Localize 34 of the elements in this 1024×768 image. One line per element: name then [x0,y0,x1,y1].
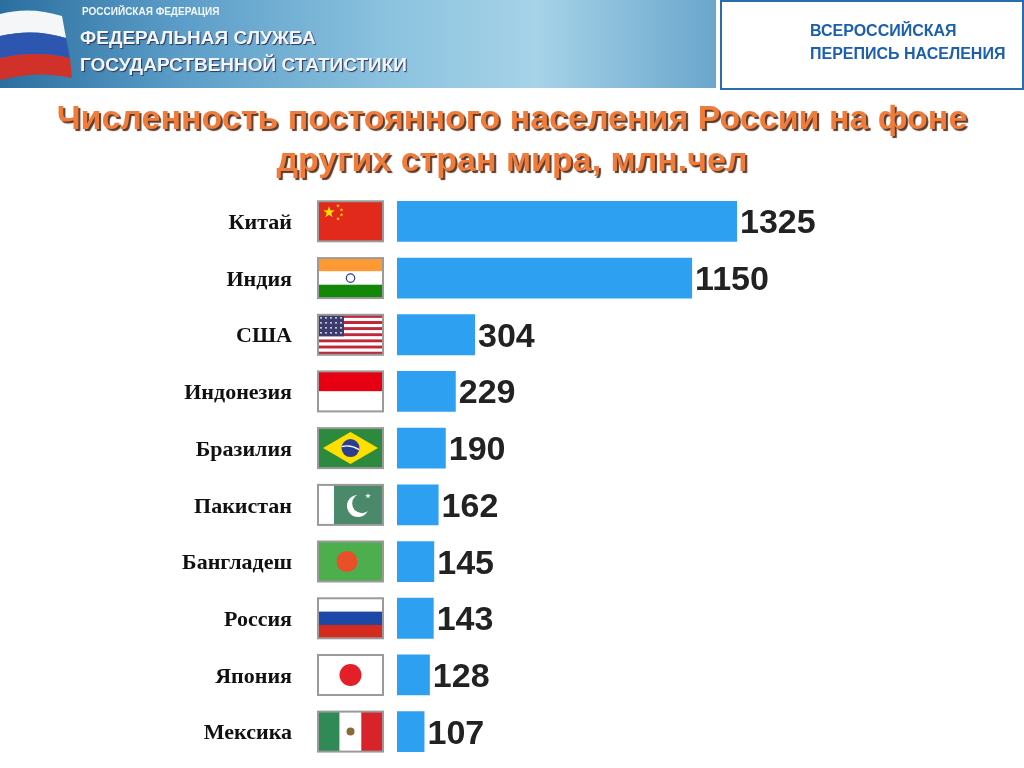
data-label: 162 [441,485,499,524]
y-tick-label: Бразилия [195,435,293,461]
text: ФЕДЕРАЛЬНАЯ СЛУЖБА ГОСУДАРСТВЕННОЙ СТАТИСТИКИ [80,26,408,77]
bar [397,200,737,242]
data-label: 107 [427,712,485,751]
y-tick-label: Китай [228,209,293,235]
data-label: 304 [478,315,535,354]
chart-title: Численность постоянного населения России на фоне других стран мира, млн.чел [55,97,969,180]
y-tick-label: Индия [226,265,293,291]
bar [397,654,430,696]
y-tick-label: Индонезия [184,379,293,405]
y-tick-label: Пакистан [194,492,293,518]
data-label: 229 [458,372,516,411]
y-tick-label: США [236,322,293,348]
bar [397,371,456,412]
bar [397,597,434,639]
data-label: 128 [432,655,490,694]
y-tick-label: Бангладеш [182,549,292,575]
y-tick-label: Мексика [203,719,292,745]
y-tick-label: Япония [215,662,293,688]
bar [397,484,439,526]
bar [397,541,435,582]
data-label: 145 [437,542,494,581]
data-label: 1150 [695,259,769,298]
text: РОССИЙСКАЯ ФЕДЕРАЦИЯ [82,6,220,17]
data-label: 1325 [740,202,816,241]
bar [397,711,425,753]
bar [397,257,693,299]
text: ВСЕРОССИЙСКАЯ ПЕРЕПИСЬ НАСЕЛЕНИЯ [810,20,1007,64]
y-tick-label: Россия [224,605,293,631]
data-label: 190 [448,429,506,468]
data-label: 143 [436,599,494,638]
bar [397,314,476,356]
bar [397,427,446,469]
